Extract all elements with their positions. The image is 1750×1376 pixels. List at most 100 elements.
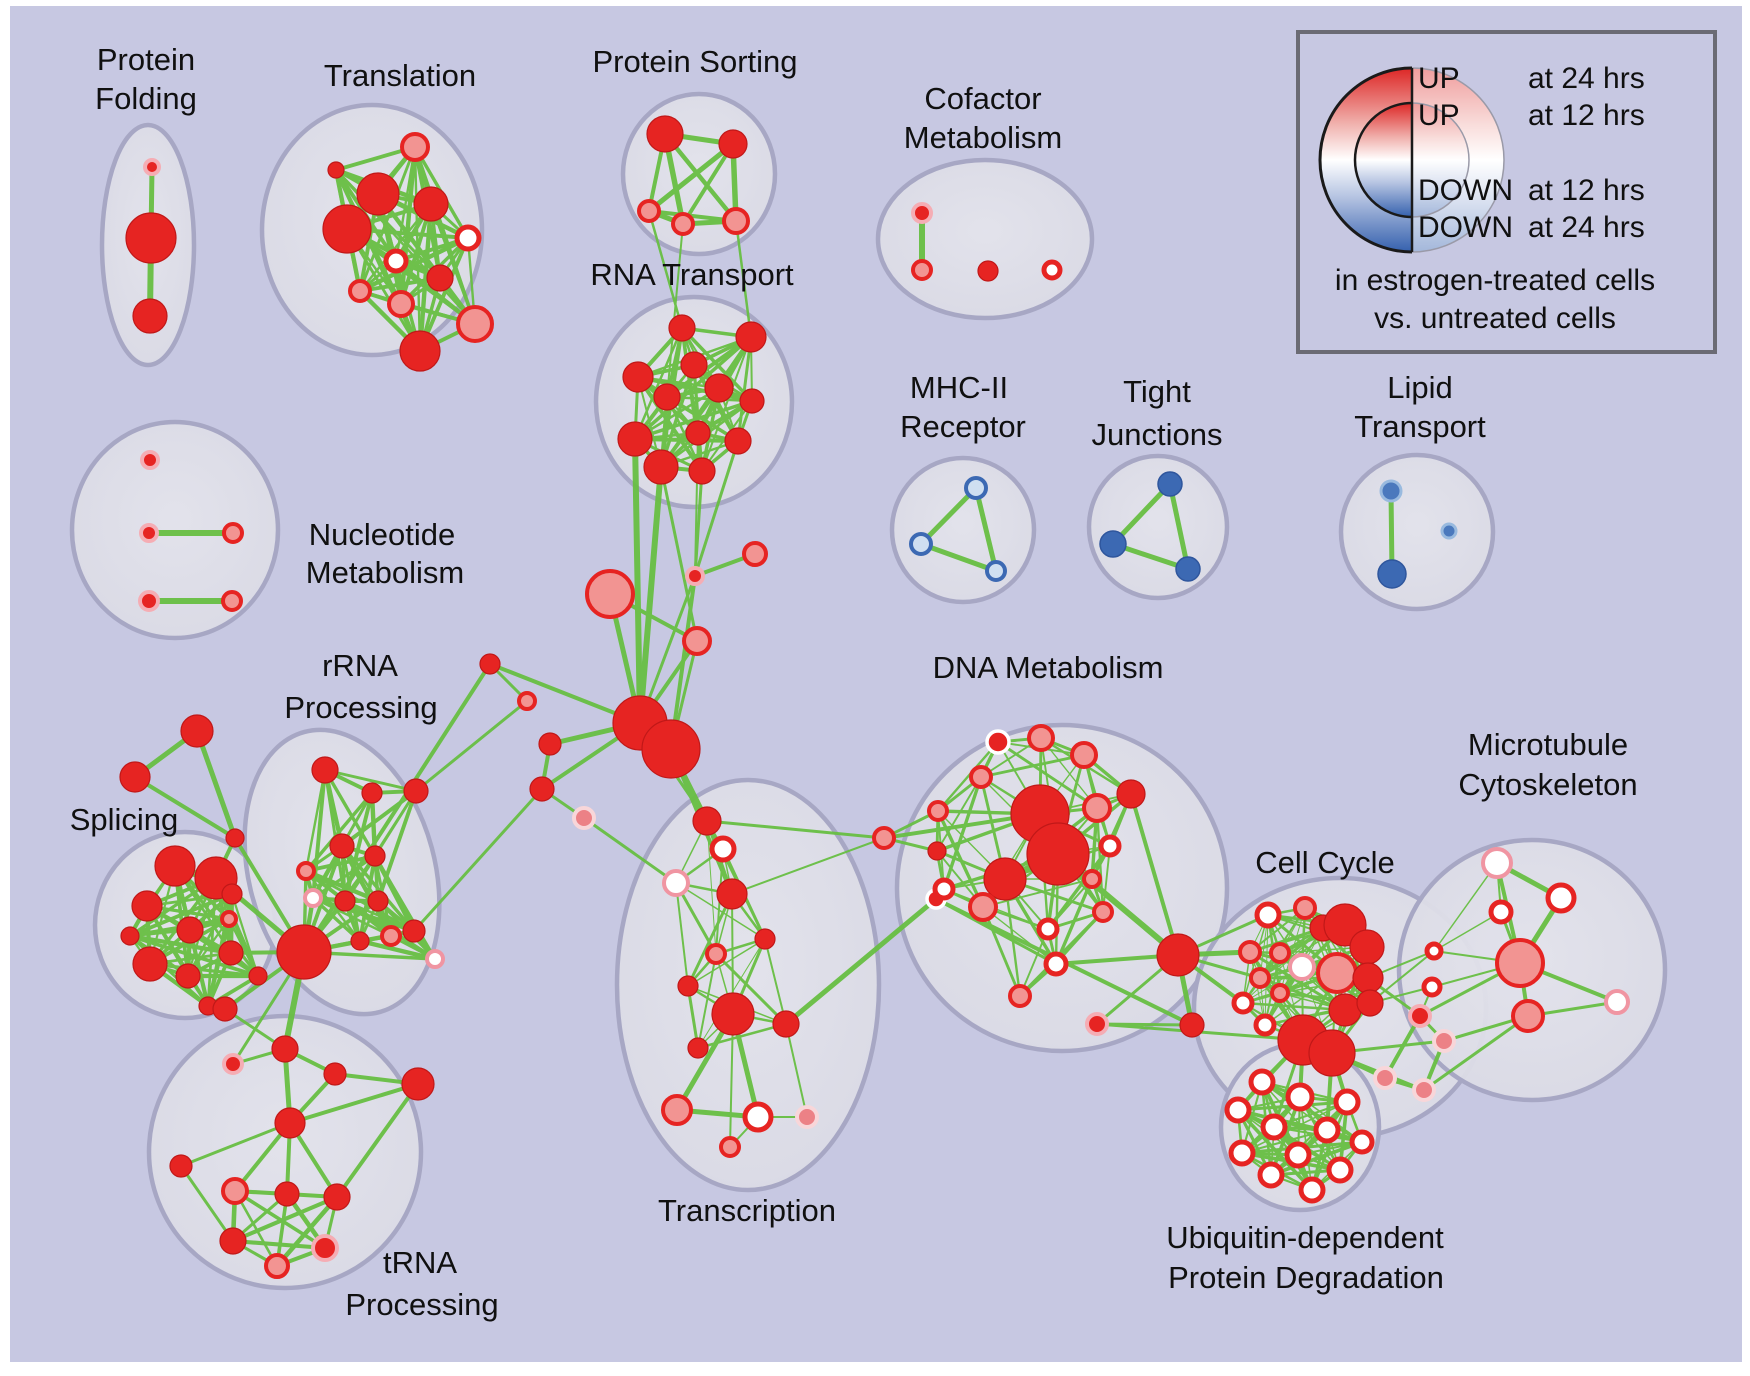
- gene-node-d13: [1082, 869, 1102, 889]
- gene-node-cc12: [1270, 983, 1290, 1003]
- gene-node-cc10: [1352, 962, 1384, 994]
- gene-node-u6: [1313, 1116, 1341, 1144]
- gene-node-rt4: [622, 361, 654, 393]
- interaction-edge: [194, 728, 238, 841]
- gene-node-t2: [356, 172, 400, 216]
- interaction-edge: [335, 1082, 420, 1199]
- interaction-edge: [357, 938, 438, 962]
- interaction-edge: [582, 816, 678, 885]
- interaction-edge: [230, 892, 260, 978]
- gene-node-cf2: [911, 259, 933, 281]
- legend-time-label: at 24 hrs: [1528, 211, 1645, 244]
- gene-node-d17: [1008, 984, 1032, 1008]
- gene-node-tr14: [719, 1136, 741, 1158]
- gene-node-rt6: [704, 373, 734, 403]
- gene-node-tn12: [311, 1234, 339, 1262]
- interaction-edge: [662, 131, 739, 224]
- legend-circle-outline: [1411, 102, 1470, 218]
- gene-node-cc11: [1249, 967, 1271, 989]
- gene-node-cc1: [1254, 901, 1282, 929]
- gene-node-t0: [327, 161, 345, 179]
- cluster-label-microtubule-cytoskeleton: Cytoskeleton: [1458, 767, 1637, 802]
- interaction-edge: [632, 436, 643, 726]
- interaction-edge: [1240, 1128, 1329, 1155]
- gene-node-rt5: [653, 383, 681, 411]
- cluster-label-nucleotide-metabolism: Nucleotide: [309, 517, 455, 552]
- cluster-label-mhc-ii-receptor: MHC-II: [910, 370, 1008, 405]
- gene-node-cnx1: [872, 826, 896, 850]
- gene-node-tn4: [323, 1062, 347, 1086]
- interaction-edge: [274, 1194, 340, 1269]
- gene-node-t9: [387, 290, 415, 318]
- cluster-label-protein-sorting: Protein Sorting: [592, 44, 797, 79]
- interaction-edge: [311, 854, 377, 900]
- cluster-label-rrna-processing: rRNA: [322, 648, 398, 683]
- interaction-edge: [686, 892, 734, 988]
- gene-node-u4: [1224, 1096, 1252, 1124]
- gene-node-d3: [1070, 741, 1098, 769]
- interaction-edge: [233, 1189, 279, 1268]
- gene-node-m3: [1488, 899, 1514, 925]
- gene-node-rt10: [685, 420, 711, 446]
- gene-node-d9: [927, 841, 947, 861]
- gene-node-dh2: [1026, 822, 1090, 886]
- gene-node-tr2: [709, 835, 737, 863]
- interaction-edge: [705, 819, 886, 840]
- interaction-edge: [179, 1164, 235, 1243]
- interaction-edge: [334, 168, 422, 353]
- cluster-label-protein-folding: Folding: [95, 81, 197, 116]
- gene-node-bb4: [682, 626, 712, 656]
- gene-node-m11: [1373, 1066, 1397, 1090]
- interaction-edge: [1248, 950, 1347, 1012]
- gene-node-rt7: [739, 388, 765, 414]
- legend-circle-outline: [1411, 67, 1505, 253]
- gene-node-rr12: [402, 919, 426, 943]
- gene-node-m10: [1432, 1029, 1456, 1053]
- gene-node-m4: [1424, 941, 1444, 961]
- gene-node-t6: [383, 248, 409, 274]
- gene-node-m8: [1604, 989, 1630, 1015]
- gene-node-cf1: [911, 202, 933, 224]
- gene-node-ps5: [722, 207, 750, 235]
- gene-node-mid2: [517, 691, 537, 711]
- interaction-edge: [358, 202, 433, 293]
- gene-node-ps3: [637, 199, 661, 223]
- interaction-edge: [1299, 1096, 1313, 1191]
- interaction-edge: [981, 905, 1022, 998]
- interaction-edge: [665, 395, 740, 443]
- interaction-edge: [996, 740, 1099, 810]
- interaction-edge: [736, 335, 753, 443]
- gene-node-tr7: [677, 975, 699, 997]
- gene-node-mh2: [909, 532, 933, 556]
- gene-node-s11: [120, 926, 140, 946]
- gene-node-t4: [322, 204, 372, 254]
- gene-node-cc15: [1356, 989, 1384, 1017]
- gene-node-g3: [225, 828, 245, 848]
- gene-node-tr5: [754, 928, 776, 950]
- gene-node-cc8: [1288, 953, 1316, 981]
- gene-node-u7: [1349, 1129, 1375, 1155]
- gene-node-cc9: [1316, 952, 1358, 994]
- cluster-label-lipid-transport: Transport: [1354, 409, 1486, 444]
- interaction-edge: [764, 938, 787, 1025]
- gene-node-rt1: [668, 314, 696, 342]
- gene-node-m1: [1481, 847, 1513, 879]
- interaction-edge: [646, 141, 736, 214]
- interaction-edge: [311, 896, 362, 943]
- interaction-edge: [323, 768, 418, 793]
- interaction-edge: [1433, 911, 1502, 952]
- gene-node-d8: [983, 857, 1027, 901]
- interaction-edge: [1019, 928, 1049, 997]
- gene-node-cc13: [1231, 991, 1255, 1015]
- interaction-edge: [636, 375, 704, 473]
- cluster-label-cell-cycle: Cell Cycle: [1255, 845, 1395, 880]
- gene-node-tn9: [274, 1181, 300, 1207]
- cluster-ellipse-dna-metabolism: [894, 722, 1230, 1054]
- legend-fade-half: [1412, 68, 1504, 252]
- gene-node-cf3: [977, 260, 999, 282]
- cluster-label-dna-metabolism: DNA Metabolism: [933, 650, 1164, 685]
- gene-node-hub2: [641, 719, 701, 779]
- gene-node-mh3: [985, 560, 1007, 582]
- gene-node-tr12: [742, 1101, 774, 1133]
